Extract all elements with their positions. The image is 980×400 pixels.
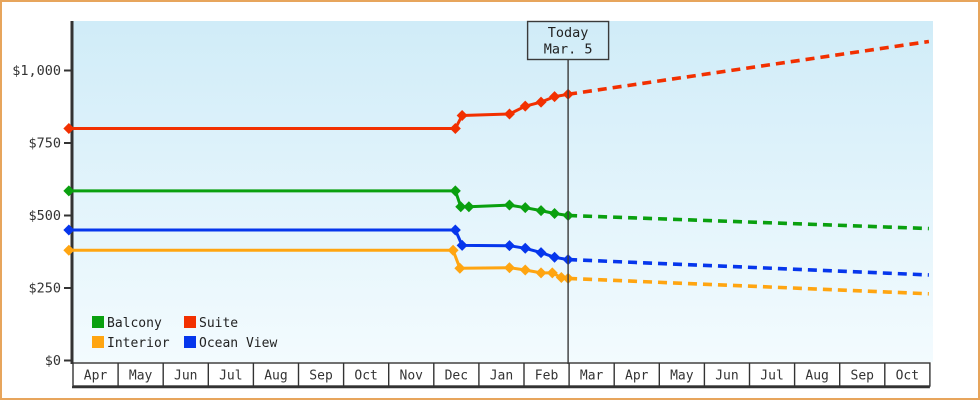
series-interior [63,244,929,296]
today-label-line1: Today [548,25,589,41]
data-point-marker [549,91,561,103]
legend-item-ocean-view: Ocean View [184,336,277,351]
data-point-marker [63,123,75,134]
series-ocean-view [63,224,929,277]
month-label: Feb [535,369,559,384]
data-point-marker [519,100,531,112]
month-label: Aug [805,369,828,384]
month-label: Jun [715,369,738,384]
data-point-marker [519,202,531,214]
y-axis-tick-label: $1,000 [12,63,61,79]
data-point-marker [454,262,466,274]
y-axis-tick-label: $500 [28,208,61,224]
y-axis-tick-label: $250 [28,281,61,297]
data-point-marker [555,272,567,284]
month-label: Nov [400,369,424,384]
data-point-marker [463,201,475,213]
month-label: Jul [219,369,242,384]
today-label-line2: Mar. 5 [544,42,593,58]
month-label: Jan [490,369,513,384]
legend-item-interior: Interior [92,336,170,351]
month-label: Mar [580,369,604,384]
month-label: Apr [84,369,108,384]
legend-swatch [92,316,104,328]
data-point-marker [503,108,515,120]
data-point-marker [63,224,75,236]
month-label: Sep [851,369,875,384]
series-suite [63,39,930,134]
month-band [72,362,931,387]
legend-label: Interior [107,336,170,351]
legend-label: Suite [199,316,238,331]
data-point-marker [519,264,531,276]
month-label: Oct [354,369,377,384]
data-point-marker [546,267,558,279]
legend-label: Ocean View [199,336,277,351]
price-projection-line [568,257,929,277]
month-label: Oct [896,369,919,384]
data-point-marker [449,185,461,197]
today-box [526,20,610,61]
month-label: Jul [760,369,783,384]
data-point-marker [535,267,547,279]
data-point-marker [455,201,467,213]
price-projection-line [568,213,929,231]
data-point-marker [549,207,561,219]
data-point-marker [503,240,515,252]
legend-swatch [92,336,104,348]
data-point-marker [456,239,468,251]
legend-item-balcony: Balcony [92,316,162,331]
x-axis-month-band: Apr May Jun Jul Aug Sep Oct Nov Dec Jan Feb Mar Apr M… [72,362,931,389]
y-axis-tick-label: $750 [28,136,61,152]
y-axis-tick-label: $0 [45,353,61,369]
month-label: Sep [309,369,333,384]
price-projection-line [567,39,930,97]
month-label: May [129,369,153,384]
data-point-marker [449,123,461,134]
data-point-marker [535,96,547,108]
month-label: Jun [174,369,197,384]
series-lines [63,39,930,296]
month-label: Aug [264,369,287,384]
legend-swatch [184,336,196,348]
data-point-marker [449,224,461,236]
data-point-marker [503,262,515,274]
data-point-marker [447,244,459,256]
data-point-marker [519,242,531,254]
month-label: Apr [625,369,649,384]
data-point-marker [549,251,561,263]
data-point-marker [63,185,75,197]
legend-swatch [184,316,196,328]
legend-label: Balcony [107,316,162,331]
price-projection-line [568,276,929,296]
data-point-marker [535,205,547,217]
legend: Balcony Suite Interior Ocean View [92,316,277,351]
y-axis: $0 $250 $500 $750 $1,000 [12,21,74,369]
month-label: Dec [445,369,468,384]
data-point-marker [535,247,547,259]
month-label: May [670,369,694,384]
legend-item-suite: Suite [184,316,238,331]
data-point-marker [63,244,75,256]
data-point-marker [456,109,468,121]
data-point-marker [503,199,515,211]
